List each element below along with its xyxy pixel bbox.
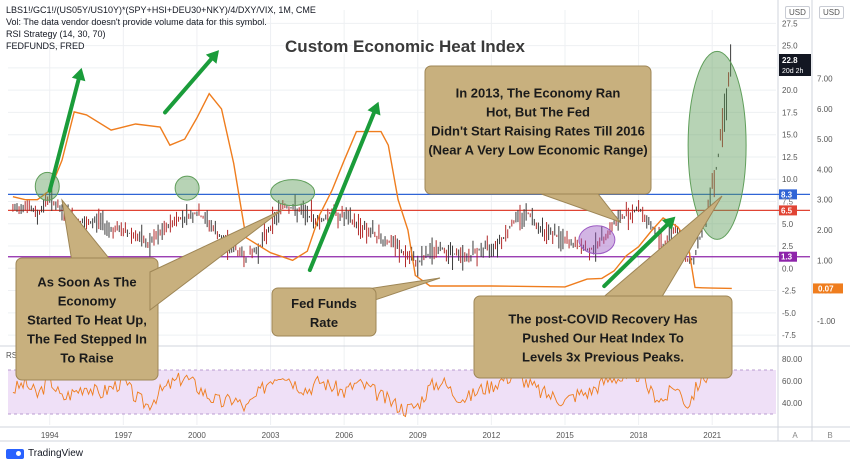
callout-covid-text: Levels 3x Previous Peaks. <box>522 350 684 365</box>
callout-2013-text: Didn't Start Raising Rates Till 2016 <box>431 124 645 139</box>
left-axis-tick-label: 10.0 <box>782 175 798 184</box>
trend-arrow <box>602 223 669 289</box>
volume-note: Vol: The data vendor doesn't provide vol… <box>6 17 267 27</box>
left-axis-tick-label: 2.5 <box>782 242 794 251</box>
right-axis-tick-label: 3.00 <box>817 196 833 205</box>
callout-covid-box <box>473 295 733 379</box>
right-axis-tick-label: -1.00 <box>817 317 836 326</box>
trend-arrowhead <box>661 216 676 231</box>
right-axis-tick-label: 7.00 <box>817 75 833 84</box>
highlight-ellipse <box>578 225 616 255</box>
callout-heat-up-text: Economy <box>58 294 117 309</box>
callout-heat-up-text: Started To Heat Up, <box>27 313 147 328</box>
left-axis-tick-label: 0.0 <box>782 264 794 273</box>
rsi-line <box>12 354 731 418</box>
callout-covid-text: The post-COVID Recovery Has <box>508 312 697 327</box>
callout-heat-up-text: As Soon As The <box>37 275 136 290</box>
highlight-ellipse <box>34 171 60 201</box>
x-axis-tick-label: 2006 <box>335 431 353 440</box>
rsi-axis-tick-label: 80.00 <box>782 355 803 364</box>
left-axis-tick-label: 15.0 <box>782 131 798 140</box>
reference-line-label: 8.3 <box>781 190 793 199</box>
rsi-axis-tick-label: 40.00 <box>782 399 803 408</box>
callout-2013-text: (Near A Very Low Economic Range) <box>428 143 647 158</box>
fedfunds-last-label: 0.07 <box>818 284 834 293</box>
callout-heat-up-text: To Raise <box>60 351 113 366</box>
trend-arrow <box>47 77 81 193</box>
pane-b-label: B <box>827 431 832 440</box>
rsi-axis-tick-label: 60.00 <box>782 377 803 386</box>
x-axis-tick-label: 1997 <box>114 431 132 440</box>
reference-line-tag <box>779 189 797 200</box>
left-currency-button[interactable]: USD <box>785 6 810 19</box>
left-axis-tick-label: 7.5 <box>782 197 794 206</box>
callout-2013-text: Hot, But The Fed <box>486 105 590 120</box>
callout-covid-text: Pushed Our Heat Index To <box>522 331 684 346</box>
callout-2013-text: In 2013, The Economy Ran <box>456 86 621 101</box>
left-axis-tick-label: 27.5 <box>782 19 798 28</box>
x-axis-tick-label: 2015 <box>556 431 574 440</box>
x-axis-tick-label: 2009 <box>409 431 427 440</box>
callout-fedfunds-box <box>271 287 377 337</box>
highlight-ellipse <box>687 50 747 240</box>
x-axis-tick-label: 2018 <box>630 431 648 440</box>
callout-heat-up-pointer-2 <box>149 209 283 312</box>
callout-fedfunds-text: Fed Funds <box>291 296 357 311</box>
callout-fedfunds-text: Rate <box>310 315 338 330</box>
x-axis-tick-label: 2021 <box>703 431 721 440</box>
pane-a-label: A <box>792 431 798 440</box>
x-axis-tick-label: 2003 <box>262 431 280 440</box>
callout-2013-box <box>424 65 652 195</box>
fedfunds-last-tag <box>813 283 843 294</box>
left-axis-tick-label: -7.5 <box>782 331 796 340</box>
symbol-header: LBS1!/GC1!/(US05Y/US10Y)*(SPY+HSI+DEU30+… <box>6 5 316 15</box>
x-axis-tick-label: 2000 <box>188 431 206 440</box>
right-axis-tick-label: 5.00 <box>817 135 833 144</box>
highlight-ellipse <box>270 179 316 207</box>
tradingview-logo[interactable]: TradingView <box>6 448 83 459</box>
reference-line-tag <box>779 251 797 262</box>
last-price-countdown: 20d 2h <box>782 68 804 75</box>
x-axis-tick-label: 1994 <box>41 431 59 440</box>
highlight-ellipse <box>174 175 200 201</box>
fedfunds-label: FEDFUNDS, FRED <box>6 41 85 51</box>
tradingview-text: TradingView <box>28 448 84 459</box>
trend-arrow <box>163 57 214 115</box>
trend-arrowhead <box>205 50 220 64</box>
right-axis-tick-label: 2.00 <box>817 226 833 235</box>
right-axis-tick-label: 1.00 <box>817 256 833 265</box>
chart-title: Custom Economic Heat Index <box>285 37 525 56</box>
left-axis-tick-label: -5.0 <box>782 309 796 318</box>
partially-hidden-label: 7.5 <box>782 197 794 206</box>
right-axis-tick-label: 4.00 <box>817 165 833 174</box>
left-axis-tick-label: 12.5 <box>782 153 798 162</box>
left-axis-tick-label: -2.5 <box>782 287 796 296</box>
left-axis-tick-label: 20.0 <box>782 86 798 95</box>
right-currency-button[interactable]: USD <box>819 6 844 19</box>
reference-line-label: 6.5 <box>781 206 793 215</box>
last-price-tag <box>779 54 811 76</box>
x-axis-tick-label: 2012 <box>482 431 500 440</box>
tradingview-icon <box>6 448 24 459</box>
callout-heat-up-text: The Fed Stepped In <box>27 332 147 347</box>
trend-arrowhead <box>367 101 381 116</box>
left-axis-tick-label: 17.5 <box>782 108 798 117</box>
fedfunds-line <box>12 92 732 290</box>
trend-arrowhead <box>71 67 86 82</box>
left-axis-tick-label: 5.0 <box>782 220 794 229</box>
trend-arrow <box>307 110 376 273</box>
left-axis-tick-label: 25.0 <box>782 42 798 51</box>
strategy-label: RSI Strategy (14, 30, 70) <box>6 29 106 39</box>
callout-heat-up-box <box>15 257 159 381</box>
right-axis-tick-label: 6.00 <box>817 105 833 114</box>
last-price-label: 22.8 <box>782 56 798 65</box>
reference-line-label: 1.3 <box>781 253 793 262</box>
reference-line-tag <box>779 205 797 216</box>
